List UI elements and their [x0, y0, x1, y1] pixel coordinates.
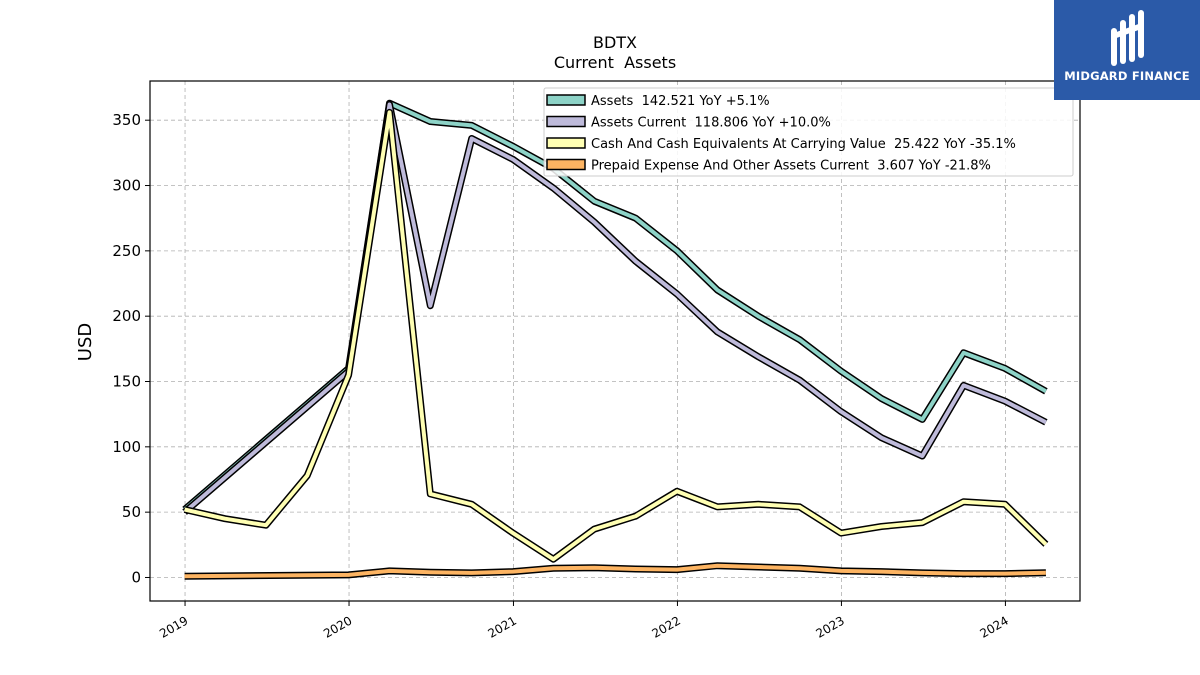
legend-swatch-2	[546, 115, 586, 128]
legend-label-1: Assets 142.521 YoY +5.1%	[591, 94, 770, 109]
chart-title: BDTX	[593, 33, 637, 52]
x-tick-label: 2020	[321, 613, 354, 640]
logo-text: MIDGARD FINANCE	[1064, 69, 1190, 83]
y-tick-label: 150	[112, 373, 141, 391]
legend-label-3: Cash And Cash Equivalents At Carrying Va…	[591, 137, 1016, 152]
y-tick-label: 200	[112, 307, 141, 325]
legend: Assets 142.521 YoY +5.1% Assets Current 1…	[543, 87, 1074, 177]
series-layer	[182, 99, 1049, 580]
x-tick-label: 2022	[649, 613, 682, 640]
x-tick-label: 2024	[977, 613, 1010, 640]
series-line-4	[184, 563, 1046, 579]
legend-swatch-4	[546, 158, 586, 171]
series-line-1	[183, 101, 1047, 512]
x-tick-label: 2019	[157, 613, 190, 640]
logo-mark-icon	[1111, 10, 1144, 66]
y-tick-label: 50	[122, 503, 141, 521]
y-axis-label: USD	[75, 323, 96, 361]
y-axis: 0 50 100 150 200 250 300 350	[112, 111, 150, 586]
series-line-3	[184, 110, 1048, 562]
legend-swatch-1	[546, 94, 586, 106]
series-line-2	[183, 102, 1047, 514]
legend-swatch-3	[546, 137, 586, 149]
x-tick-label: 2021	[486, 613, 519, 640]
plot-frame	[149, 80, 1081, 602]
legend-box	[543, 87, 1074, 177]
y-tick-label: 250	[112, 242, 141, 260]
y-tick-label: 350	[112, 111, 141, 129]
y-tick-label: 100	[112, 438, 141, 456]
legend-label-4: Prepaid Expense And Other Assets Current…	[591, 159, 991, 174]
x-tick-label: 2023	[813, 613, 846, 640]
series-line-outline-3	[183, 108, 1049, 563]
chart-subtitle: Current Assets	[554, 53, 676, 72]
y-tick-label: 300	[112, 177, 141, 195]
midgard-finance-logo: MIDGARD FINANCE	[1054, 0, 1200, 100]
legend-label-2: Assets Current 118.806 YoY +10.0%	[591, 116, 831, 131]
x-axis: 2019 2020 2021 2022 2023 2024	[157, 601, 1011, 641]
y-tick-label: 0	[131, 568, 141, 586]
